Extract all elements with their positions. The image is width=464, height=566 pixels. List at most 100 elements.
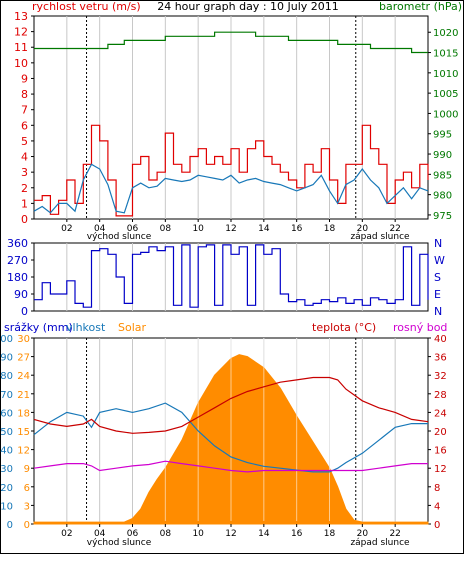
- y2-tick-label: 16: [434, 446, 447, 457]
- y2-tick-label: 32: [434, 371, 447, 382]
- y-tick-label-humidity: 10: [0, 501, 13, 512]
- y-tick-label-solar: 0: [24, 520, 30, 531]
- y2-tick-label: 8: [434, 483, 440, 494]
- y2-tick-label: 40: [434, 334, 447, 345]
- y-tick-label: 4: [21, 151, 28, 164]
- y-tick-label: 0: [21, 213, 28, 226]
- y-tick-label-humidity: 80: [0, 371, 13, 382]
- temperature-series: [33, 376, 429, 434]
- y-tick-label: 180: [7, 271, 28, 284]
- x-tick-label: 02: [61, 529, 72, 539]
- y2-tick-label: 1000: [433, 109, 458, 120]
- y-tick-label-humidity: 30: [0, 464, 13, 475]
- compass-label: S: [434, 271, 441, 284]
- y-tick-label-solar: 12: [17, 446, 30, 457]
- x-tick-label: 14: [258, 529, 270, 539]
- y2-tick-label: 12: [434, 464, 447, 475]
- x-tick-label: 16: [291, 529, 303, 539]
- y-tick-label: 11: [14, 41, 28, 54]
- pressure-label: barometr (hPa): [379, 0, 462, 13]
- x-tick-label: 12: [225, 529, 236, 539]
- x-tick-label: 10: [192, 529, 204, 539]
- x-tick-label: 04: [94, 224, 106, 234]
- y2-tick-label: 36: [434, 353, 447, 364]
- y-tick-label-solar: 24: [17, 371, 30, 382]
- y-tick-label: 13: [14, 10, 28, 23]
- y-tick-label: 90: [14, 288, 28, 301]
- y2-tick-label: 1005: [433, 89, 458, 100]
- y-tick-label-solar: 27: [17, 353, 30, 364]
- y-tick-label: 5: [21, 135, 28, 148]
- y-tick-label: 1: [21, 197, 28, 210]
- y-tick-label: 7: [21, 104, 28, 117]
- x-tick-label: 10: [192, 224, 204, 234]
- y-tick-label: 360: [7, 237, 28, 250]
- x-tick-label: 20: [357, 224, 369, 234]
- y2-tick-label: 985: [433, 170, 452, 181]
- y2-tick-label: 20: [434, 427, 447, 438]
- y-tick-label-solar: 15: [17, 427, 30, 438]
- y2-tick-label: 990: [433, 150, 452, 161]
- x-tick-label: 18: [324, 224, 336, 234]
- wind-speed-series: [34, 124, 429, 217]
- chart-title: 24 hour graph day : 10 July 2011: [157, 0, 339, 13]
- y-tick-label-solar: 21: [17, 390, 30, 401]
- sunrise-note: východ slunce: [87, 232, 152, 242]
- y2-tick-label: 1010: [433, 69, 458, 80]
- y2-tick-label: 24: [434, 408, 447, 419]
- y2-tick-label: 28: [434, 390, 447, 401]
- pressure-series: [34, 31, 428, 54]
- x-tick-label: 08: [160, 529, 172, 539]
- y2-tick-label: 4: [434, 501, 440, 512]
- y-tick-label-humidity: 60: [0, 408, 13, 419]
- y-tick-label: 8: [21, 88, 28, 101]
- y-tick-label: 6: [21, 119, 28, 132]
- x-tick-label: 04: [94, 529, 106, 539]
- y2-tick-label: 1015: [433, 49, 458, 60]
- sunrise-note-bottom: východ slunce: [87, 538, 152, 548]
- compass-label: N: [434, 305, 442, 318]
- x-tick-label: 16: [291, 224, 303, 234]
- y-tick-label: 2: [21, 182, 28, 195]
- y-tick-label-solar: 3: [24, 501, 30, 512]
- wind-speed-label: rychlost vetru (m/s): [32, 0, 141, 13]
- x-tick-label: 06: [127, 529, 139, 539]
- rain-label: srážky (mm): [4, 321, 73, 334]
- x-tick-label: 22: [389, 529, 400, 539]
- y2-tick-label: 980: [433, 191, 452, 202]
- y-tick-label: 270: [7, 254, 28, 267]
- x-tick-label: 02: [61, 224, 72, 234]
- x-tick-label: 20: [357, 529, 369, 539]
- wind-direction-series: [34, 244, 429, 308]
- y-tick-label-humidity: 20: [0, 483, 13, 494]
- x-tick-label: 08: [160, 224, 172, 234]
- y-tick-label: 10: [14, 57, 28, 70]
- y-tick-label: 12: [14, 26, 28, 39]
- x-tick-label: 12: [225, 224, 236, 234]
- sunset-note: západ slunce: [350, 232, 410, 242]
- compass-label: N: [434, 237, 442, 250]
- y-tick-label-solar: 6: [24, 483, 30, 494]
- y-tick-label: 9: [21, 72, 28, 85]
- compass-label: E: [434, 288, 441, 301]
- dew-point-series: [33, 460, 428, 473]
- dew-point-label: rosný bod: [393, 321, 447, 334]
- humidity-label: vlhkost: [66, 321, 106, 334]
- solar-label: Solar: [118, 321, 147, 334]
- y-tick-label-solar: 9: [24, 464, 30, 475]
- y-tick-label-solar: 18: [17, 408, 30, 419]
- y2-tick-label: 975: [433, 211, 452, 222]
- y-tick-label-humidity: 90: [0, 353, 13, 364]
- x-tick-label: 22: [389, 224, 400, 234]
- y2-tick-label: 1020: [433, 28, 458, 39]
- y2-tick-label: 995: [433, 130, 452, 141]
- y2-tick-label: 0: [434, 520, 440, 531]
- x-tick-label: 14: [258, 224, 270, 234]
- y-tick-label-humidity: 70: [0, 390, 13, 401]
- x-tick-label: 06: [127, 224, 139, 234]
- y-tick-label-humidity: 0: [7, 520, 13, 531]
- y-tick-label-humidity: 40: [0, 446, 13, 457]
- compass-label: W: [434, 254, 445, 267]
- y-tick-label-humidity: 50: [0, 427, 13, 438]
